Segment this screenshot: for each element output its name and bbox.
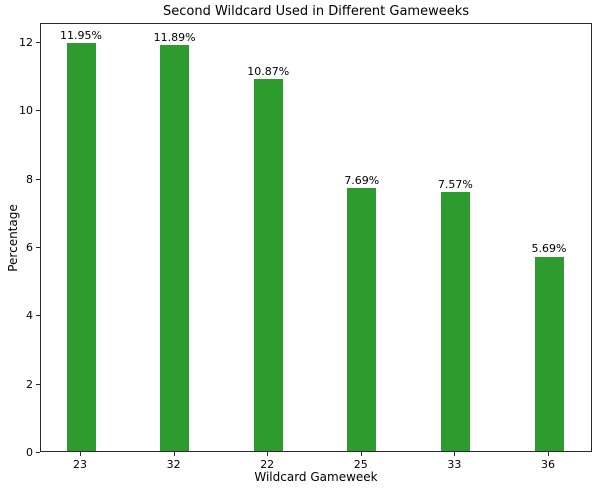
x-tick-mark [80, 452, 81, 456]
bar-gw-25 [347, 188, 377, 451]
bar-value-label: 7.69% [344, 174, 380, 188]
y-tick-label: 8 [26, 172, 33, 186]
bar-gw-32 [160, 44, 190, 451]
y-tick-mark [36, 41, 40, 43]
x-tick-mark [548, 452, 549, 456]
y-tick-label: 10 [19, 104, 33, 118]
bar-gw-33 [440, 192, 470, 451]
chart-title: Second Wildcard Used in Different Gamewe… [162, 4, 470, 19]
y-tick-mark [36, 452, 40, 453]
y-tick-mark [36, 110, 40, 112]
y-tick-label: 6 [26, 240, 33, 254]
x-tick-mark [454, 452, 456, 456]
y-tick-mark [36, 383, 40, 385]
bar-value-label: 11.89% [153, 30, 196, 44]
x-tick-mark [360, 452, 362, 456]
y-tick-mark [36, 315, 40, 317]
bar-gw-22 [253, 79, 283, 451]
bar-gw-23 [66, 42, 96, 451]
x-tick-label-32: 32 [166, 458, 181, 471]
y-tick-mark [36, 178, 40, 180]
bar-gw-36 [534, 256, 564, 451]
y-tick-mark [36, 246, 40, 248]
plot-area: 11.95% 11.89% 10.87% 7.69% 7.57% 5.69% [40, 23, 592, 452]
x-tick-mark [173, 452, 175, 456]
x-axis-label: Wildcard Gameweek [254, 470, 378, 484]
bar-value-label: 5.69% [531, 242, 567, 256]
y-tick-label: 0 [26, 446, 33, 459]
x-tick-label-25: 25 [353, 458, 368, 471]
y-tick-label: 4 [26, 309, 33, 323]
bar-value-label: 11.95% [60, 28, 102, 42]
y-tick-label: 2 [26, 377, 33, 391]
bar-value-label: 7.57% [437, 178, 473, 192]
y-axis-label: Percentage [6, 204, 20, 272]
bar-value-label: 10.87% [247, 65, 290, 79]
x-tick-label-22: 22 [260, 458, 275, 471]
x-tick-mark [267, 452, 269, 456]
y-tick-label: 12 [19, 35, 33, 49]
x-tick-label-36: 36 [541, 458, 555, 471]
x-tick-label-23: 23 [73, 458, 87, 471]
x-tick-label-33: 33 [447, 458, 462, 471]
